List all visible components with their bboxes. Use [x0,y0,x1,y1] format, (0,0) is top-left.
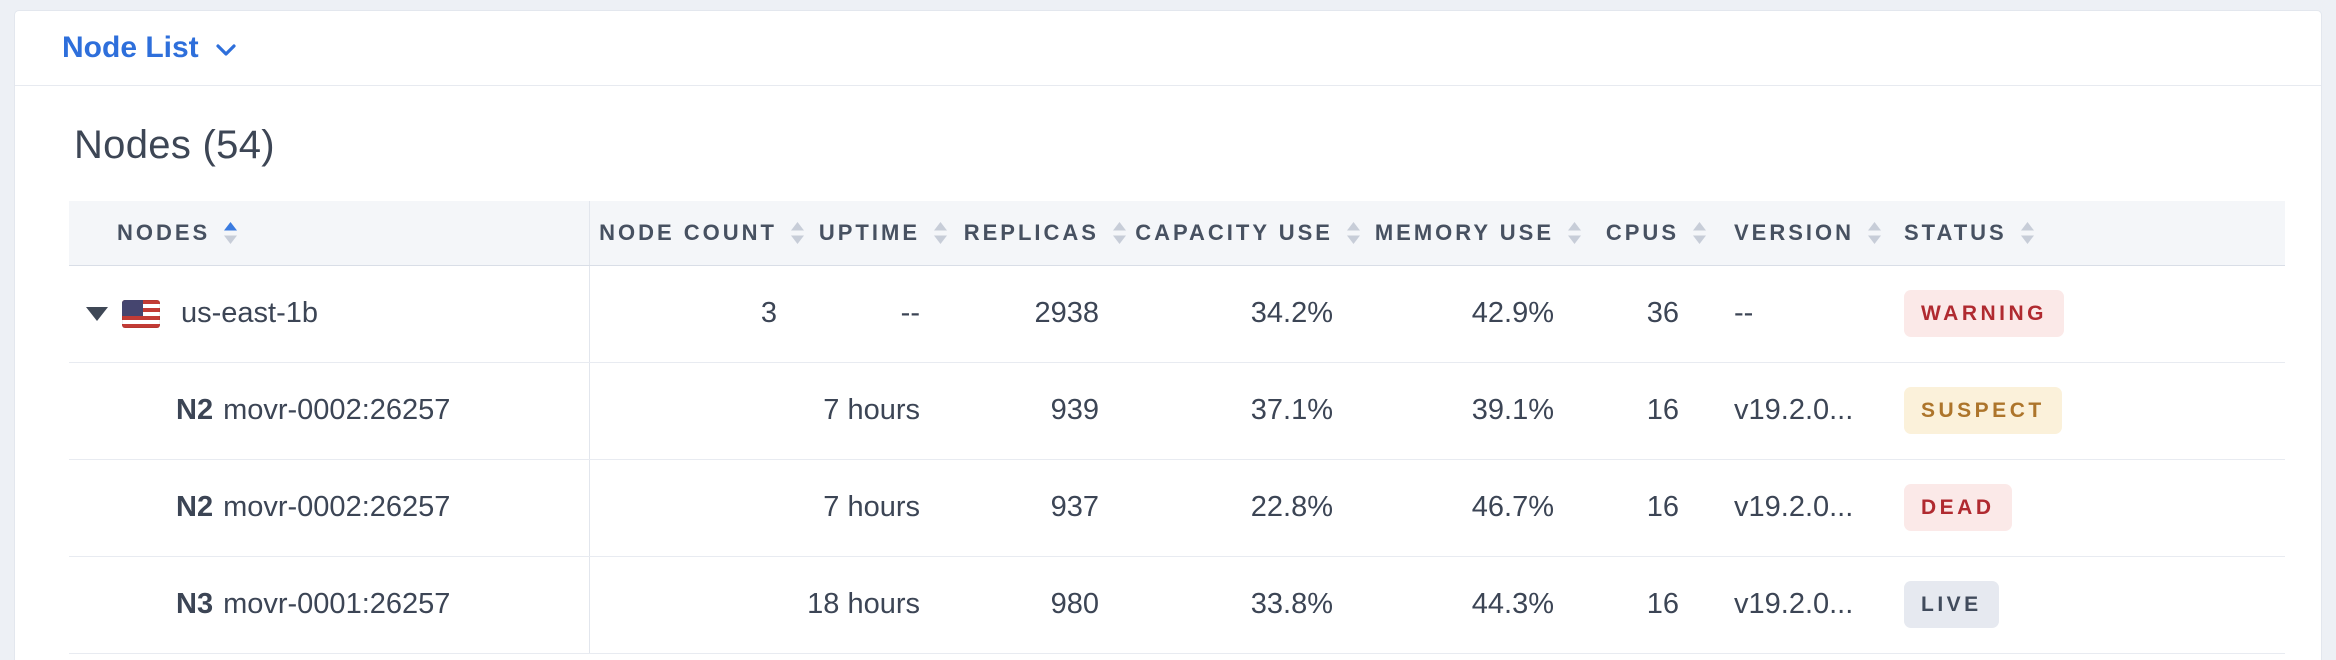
version-cell: v19.2.0... [1709,556,1877,654]
status-badge: SUSPECT [1904,387,2062,434]
memory-use-cell: 39.1% [1363,362,1584,460]
card-header: Node List [15,11,2321,86]
chevron-down-icon [215,43,237,57]
column-header-status[interactable]: STATUS [1877,201,2285,266]
column-header-cpus[interactable]: CPUS [1584,201,1709,266]
sort-icon [1692,221,1707,245]
capacity-use-cell: 33.8% [1129,556,1363,654]
node-address[interactable]: movr-0002:26257 [223,491,451,523]
column-header-memory-use[interactable]: MEMORY USE [1363,201,1584,266]
expand-caret-icon[interactable] [86,306,108,321]
sort-icon [1867,221,1882,245]
view-switcher-label: Node List [62,31,199,64]
nodes-table: NODES NODE COUNT [69,201,2285,654]
uptime-cell: 18 hours [807,556,950,654]
column-label: NODES [117,219,211,245]
column-header-uptime[interactable]: UPTIME [807,201,950,266]
sort-icon [223,221,238,245]
version-cell: -- [1709,265,1877,363]
cpus-cell: 16 [1584,362,1709,460]
node-count-cell [589,556,807,654]
status-cell: DEAD [1877,459,2285,557]
nodes-cell: N3 movr-0001:26257 [69,556,590,654]
node-count-cell [589,362,807,460]
nodes-cell: N2 movr-0002:26257 [69,459,590,557]
node-count-cell [589,459,807,557]
sort-icon [933,221,948,245]
uptime-cell: -- [807,265,950,363]
page-title: Nodes (54) [74,123,275,167]
capacity-use-cell: 37.1% [1129,362,1363,460]
column-header-nodes[interactable]: NODES [69,201,590,266]
node-address[interactable]: movr-0001:26257 [223,588,451,620]
content-area: Nodes (54) NODES [15,123,2321,654]
uptime-cell: 7 hours [807,459,950,557]
replicas-cell: 2938 [950,265,1129,363]
column-label: NODE COUNT [599,219,777,245]
us-flag-icon [122,299,160,328]
status-badge: WARNING [1904,290,2064,337]
status-cell: WARNING [1877,265,2285,363]
column-label: CPUS [1605,219,1679,245]
replicas-cell: 937 [950,459,1129,557]
table-row-node: N3 movr-0001:26257 18 hours 980 33.8% 44.… [69,556,2285,654]
region-name: us-east-1b [181,297,319,329]
node-id: N2 [176,394,214,426]
nodes-cell: N2 movr-0002:26257 [69,362,590,460]
column-header-replicas[interactable]: REPLICAS [950,201,1129,266]
sort-icon [2020,221,2035,245]
column-label: STATUS [1904,219,2007,245]
capacity-use-cell: 22.8% [1129,459,1363,557]
column-header-version[interactable]: VERSION [1709,201,1882,266]
table-row-node: N2 movr-0002:26257 7 hours 937 22.8% 46.7… [69,459,2285,557]
uptime-cell: 7 hours [807,362,950,460]
column-header-capacity-use[interactable]: CAPACITY USE [1129,201,1363,266]
capacity-use-cell: 34.2% [1129,265,1363,363]
column-label: VERSION [1734,219,1855,245]
status-badge: DEAD [1904,484,2012,531]
status-cell: SUSPECT [1877,362,2285,460]
version-cell: v19.2.0... [1709,459,1877,557]
status-badge: LIVE [1904,581,1999,628]
node-address[interactable]: movr-0002:26257 [223,394,451,426]
memory-use-cell: 44.3% [1363,556,1584,654]
memory-use-cell: 42.9% [1363,265,1584,363]
table-header-row: NODES NODE COUNT [69,201,2285,266]
replicas-cell: 980 [950,556,1129,654]
nodes-cell: us-east-1b [69,265,590,363]
sort-icon [1567,221,1582,245]
column-label: MEMORY USE [1374,219,1554,245]
sort-icon [1346,221,1361,245]
node-id: N2 [176,491,214,523]
node-count-cell: 3 [589,265,807,363]
replicas-cell: 939 [950,362,1129,460]
sort-icon [1112,221,1127,245]
memory-use-cell: 46.7% [1363,459,1584,557]
status-cell: LIVE [1877,556,2285,654]
node-list-card: Node List Nodes (54) NODES [14,10,2322,660]
view-switcher-dropdown[interactable]: Node List [62,31,237,65]
column-label: CAPACITY USE [1135,219,1333,245]
cpus-cell: 36 [1584,265,1709,363]
sort-icon [790,221,805,245]
cpus-cell: 16 [1584,459,1709,557]
node-id: N3 [176,588,214,620]
column-label: UPTIME [818,219,920,245]
cpus-cell: 16 [1584,556,1709,654]
column-label: REPLICAS [963,219,1099,245]
table-row-region: us-east-1b 3 -- 2938 34.2% 42.9% 36 -- W… [69,265,2285,363]
version-cell: v19.2.0... [1709,362,1877,460]
table-row-node: N2 movr-0002:26257 7 hours 939 37.1% 39.1… [69,362,2285,460]
column-header-node-count[interactable]: NODE COUNT [589,201,807,266]
